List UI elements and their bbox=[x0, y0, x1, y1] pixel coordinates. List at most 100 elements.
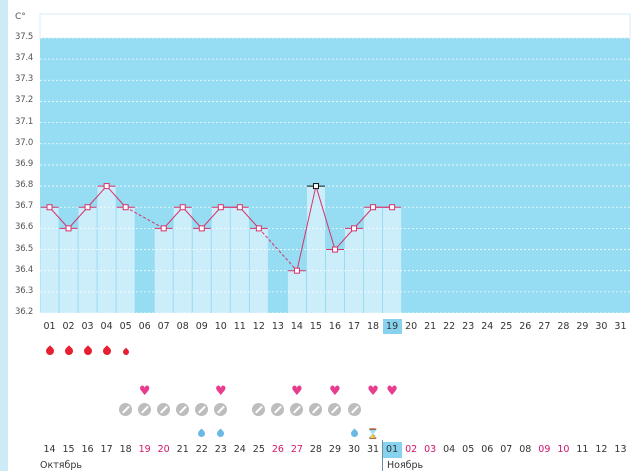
calendar-date[interactable]: 10 bbox=[557, 444, 570, 455]
x-tick-label[interactable]: 11 bbox=[233, 321, 246, 332]
x-tick-label[interactable]: 14 bbox=[290, 321, 303, 332]
heart-icon[interactable]: ♥ bbox=[386, 384, 398, 399]
pill-icon[interactable] bbox=[211, 401, 230, 420]
menstruation-drop-icon[interactable] bbox=[40, 340, 59, 359]
x-tick-label[interactable]: 06 bbox=[138, 321, 151, 332]
y-tick-label: 37.1 bbox=[15, 116, 34, 127]
calendar-date[interactable]: 04 bbox=[443, 444, 456, 455]
temperature-point bbox=[389, 204, 396, 211]
calendar-date[interactable]: 26 bbox=[271, 444, 284, 455]
calendar-date[interactable]: 24 bbox=[233, 444, 246, 455]
water-drop-icon[interactable] bbox=[345, 422, 364, 441]
calendar-date[interactable]: 16 bbox=[81, 444, 94, 455]
calendar-date[interactable]: 23 bbox=[214, 444, 227, 455]
calendar-date[interactable]: 18 bbox=[119, 444, 132, 455]
x-tick-label[interactable]: 28 bbox=[557, 321, 570, 332]
x-tick-label[interactable]: 25 bbox=[500, 321, 513, 332]
x-tick-label[interactable]: 07 bbox=[157, 321, 170, 332]
x-tick-label[interactable]: 13 bbox=[271, 321, 284, 332]
calendar-date[interactable]: 25 bbox=[252, 444, 265, 455]
pill-icon[interactable] bbox=[306, 401, 325, 420]
temperature-line-segment bbox=[106, 185, 127, 208]
calendar-date[interactable]: 03 bbox=[424, 444, 437, 455]
calendar-date[interactable]: 28 bbox=[309, 444, 322, 455]
x-tick-label[interactable]: 21 bbox=[424, 321, 437, 332]
x-tick-label[interactable]: 09 bbox=[195, 321, 208, 332]
calendar-date[interactable]: 31 bbox=[367, 444, 380, 455]
hourglass-icon[interactable]: ⌛ bbox=[366, 429, 380, 440]
calendar-date[interactable]: 11 bbox=[576, 444, 589, 455]
x-tick-label-today[interactable]: 19 bbox=[382, 319, 402, 334]
x-tick-label[interactable]: 16 bbox=[328, 321, 342, 332]
calendar-date[interactable]: 22 bbox=[195, 444, 208, 455]
x-tick-label[interactable]: 15 bbox=[309, 321, 322, 332]
pill-icon[interactable] bbox=[345, 401, 364, 420]
calendar-date[interactable]: 30 bbox=[347, 444, 361, 455]
calendar-date[interactable]: 09 bbox=[538, 444, 551, 455]
y-tick-label: 37.4 bbox=[15, 53, 34, 64]
calendar-date[interactable]: 15 bbox=[62, 444, 75, 455]
x-tick-label[interactable]: 01 bbox=[43, 321, 56, 332]
temperature-bar bbox=[383, 207, 402, 313]
calendar-date[interactable]: 07 bbox=[500, 444, 513, 455]
temperature-bar bbox=[364, 207, 383, 313]
calendar-date[interactable]: 27 bbox=[290, 444, 303, 455]
x-tick-label[interactable]: 10 bbox=[214, 321, 227, 332]
heart-icon[interactable]: ♥ bbox=[291, 384, 303, 399]
temperature-line-segment bbox=[49, 206, 69, 229]
calendar-date[interactable]: 12 bbox=[595, 444, 608, 455]
heart-icon[interactable]: ♥ bbox=[214, 384, 227, 399]
water-drop-icon[interactable] bbox=[192, 422, 211, 441]
calendar-date[interactable]: 02 bbox=[405, 444, 418, 455]
water-drop-icon[interactable] bbox=[211, 422, 230, 441]
x-tick-label[interactable]: 29 bbox=[576, 321, 589, 332]
pill-icon[interactable] bbox=[192, 401, 211, 420]
x-tick-label[interactable]: 02 bbox=[62, 321, 75, 332]
pill-icon[interactable] bbox=[287, 401, 306, 420]
x-tick-label[interactable]: 05 bbox=[119, 321, 132, 332]
x-tick-label[interactable]: 24 bbox=[481, 321, 494, 332]
x-tick-label[interactable]: 23 bbox=[462, 321, 475, 332]
menstruation-drop-icon[interactable] bbox=[59, 340, 78, 359]
calendar-date[interactable]: 19 bbox=[138, 444, 151, 455]
menstruation-drop-icon[interactable] bbox=[97, 340, 116, 359]
x-tick-label[interactable]: 30 bbox=[595, 321, 608, 332]
calendar-date[interactable]: 05 bbox=[462, 444, 475, 455]
pill-icon[interactable] bbox=[116, 401, 135, 420]
x-tick-label[interactable]: 26 bbox=[519, 321, 532, 332]
calendar-date[interactable]: 17 bbox=[100, 444, 113, 455]
pill-icon[interactable] bbox=[135, 401, 154, 420]
x-tick-label[interactable]: 18 bbox=[367, 321, 380, 332]
x-tick-label[interactable]: 31 bbox=[614, 321, 627, 332]
calendar-date[interactable]: 29 bbox=[328, 444, 342, 455]
pill-icon[interactable] bbox=[154, 401, 173, 420]
heart-icon[interactable]: ♥ bbox=[367, 384, 379, 399]
heart-icon[interactable]: ♥ bbox=[138, 384, 151, 399]
calendar-date[interactable]: 06 bbox=[481, 444, 494, 455]
x-tick-label[interactable]: 08 bbox=[176, 321, 189, 332]
pill-icon[interactable] bbox=[268, 401, 287, 420]
calendar-date[interactable]: 01 bbox=[382, 442, 402, 458]
pill-icon[interactable] bbox=[325, 401, 344, 420]
menstruation-drop-icon[interactable] bbox=[116, 340, 135, 359]
x-tick-label[interactable]: 12 bbox=[252, 321, 265, 332]
x-tick-label[interactable]: 17 bbox=[347, 321, 361, 332]
temperature-line-segment bbox=[334, 228, 355, 250]
menstruation-drop-icon[interactable] bbox=[78, 340, 97, 359]
pill-icon[interactable] bbox=[173, 401, 192, 420]
calendar-date[interactable]: 14 bbox=[43, 444, 56, 455]
x-tick-label[interactable]: 03 bbox=[81, 321, 94, 332]
temperature-bar bbox=[325, 249, 345, 313]
pill-icon[interactable] bbox=[249, 401, 268, 420]
x-tick-label[interactable]: 22 bbox=[443, 321, 456, 332]
calendar-date[interactable]: 13 bbox=[614, 444, 627, 455]
calendar-date[interactable]: 20 bbox=[157, 444, 170, 455]
x-tick-label[interactable]: 20 bbox=[405, 321, 418, 332]
calendar-date[interactable]: 08 bbox=[519, 444, 532, 455]
heart-icon[interactable]: ♥ bbox=[329, 384, 341, 399]
x-tick-label[interactable]: 27 bbox=[538, 321, 551, 332]
calendar-date[interactable]: 21 bbox=[176, 444, 189, 455]
x-tick-label[interactable]: 04 bbox=[100, 321, 113, 332]
left-edge-strip bbox=[0, 0, 8, 471]
